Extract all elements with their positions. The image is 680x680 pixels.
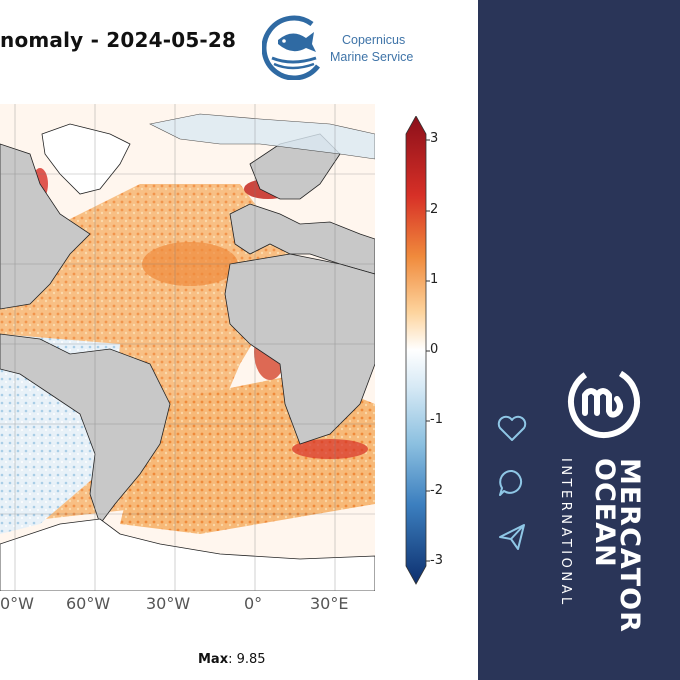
mercator-wordmark: MERCATOR OCEAN <box>589 458 652 638</box>
x-tick-label: 0° <box>244 594 263 613</box>
x-tick-label: 30°W <box>146 594 191 613</box>
brand-subtitle: INTERNATIONAL <box>558 458 573 608</box>
share-icon <box>499 524 525 550</box>
x-tick-label: 30°E <box>310 594 349 613</box>
figure-panel: nomaly - 2024-05-28 Copernicus Marine Se… <box>0 14 443 667</box>
brand-sidebar <box>478 0 680 680</box>
brand-line2: OCEAN <box>589 458 620 568</box>
colorbar-tick: 0 <box>430 342 439 357</box>
heart-icon <box>497 415 527 441</box>
copernicus-logo: Copernicus Marine Service <box>261 14 432 81</box>
x-tick-label: 60°W <box>66 594 111 613</box>
anomaly-map <box>0 104 375 591</box>
comment-button[interactable] <box>494 465 530 501</box>
mercator-logo-icon <box>568 366 640 438</box>
colorbar-tick: 1 <box>430 272 439 287</box>
copernicus-line2: Marine Service <box>330 50 414 64</box>
share-button[interactable] <box>494 519 530 555</box>
colorbar-tick: 2 <box>430 202 439 217</box>
x-tick-label: 0°W <box>0 594 34 613</box>
colorbar <box>405 116 430 585</box>
colorbar-tick: -3 <box>430 553 443 568</box>
colorbar-tick: -2 <box>430 483 443 498</box>
page-title: nomaly - 2024-05-28 <box>0 28 237 52</box>
comment-icon <box>499 469 523 496</box>
colorbar-tick: -1 <box>430 412 443 427</box>
fish-icon <box>261 15 320 81</box>
colorbar-tick: 3 <box>430 131 439 146</box>
like-button[interactable] <box>494 410 530 446</box>
max-value-label: Max: 9.85 <box>198 652 266 667</box>
brand-line1: MERCATOR <box>614 458 645 633</box>
max-label: Max <box>198 652 229 667</box>
copernicus-line1: Copernicus <box>342 33 406 47</box>
max-value: : 9.85 <box>228 652 266 667</box>
